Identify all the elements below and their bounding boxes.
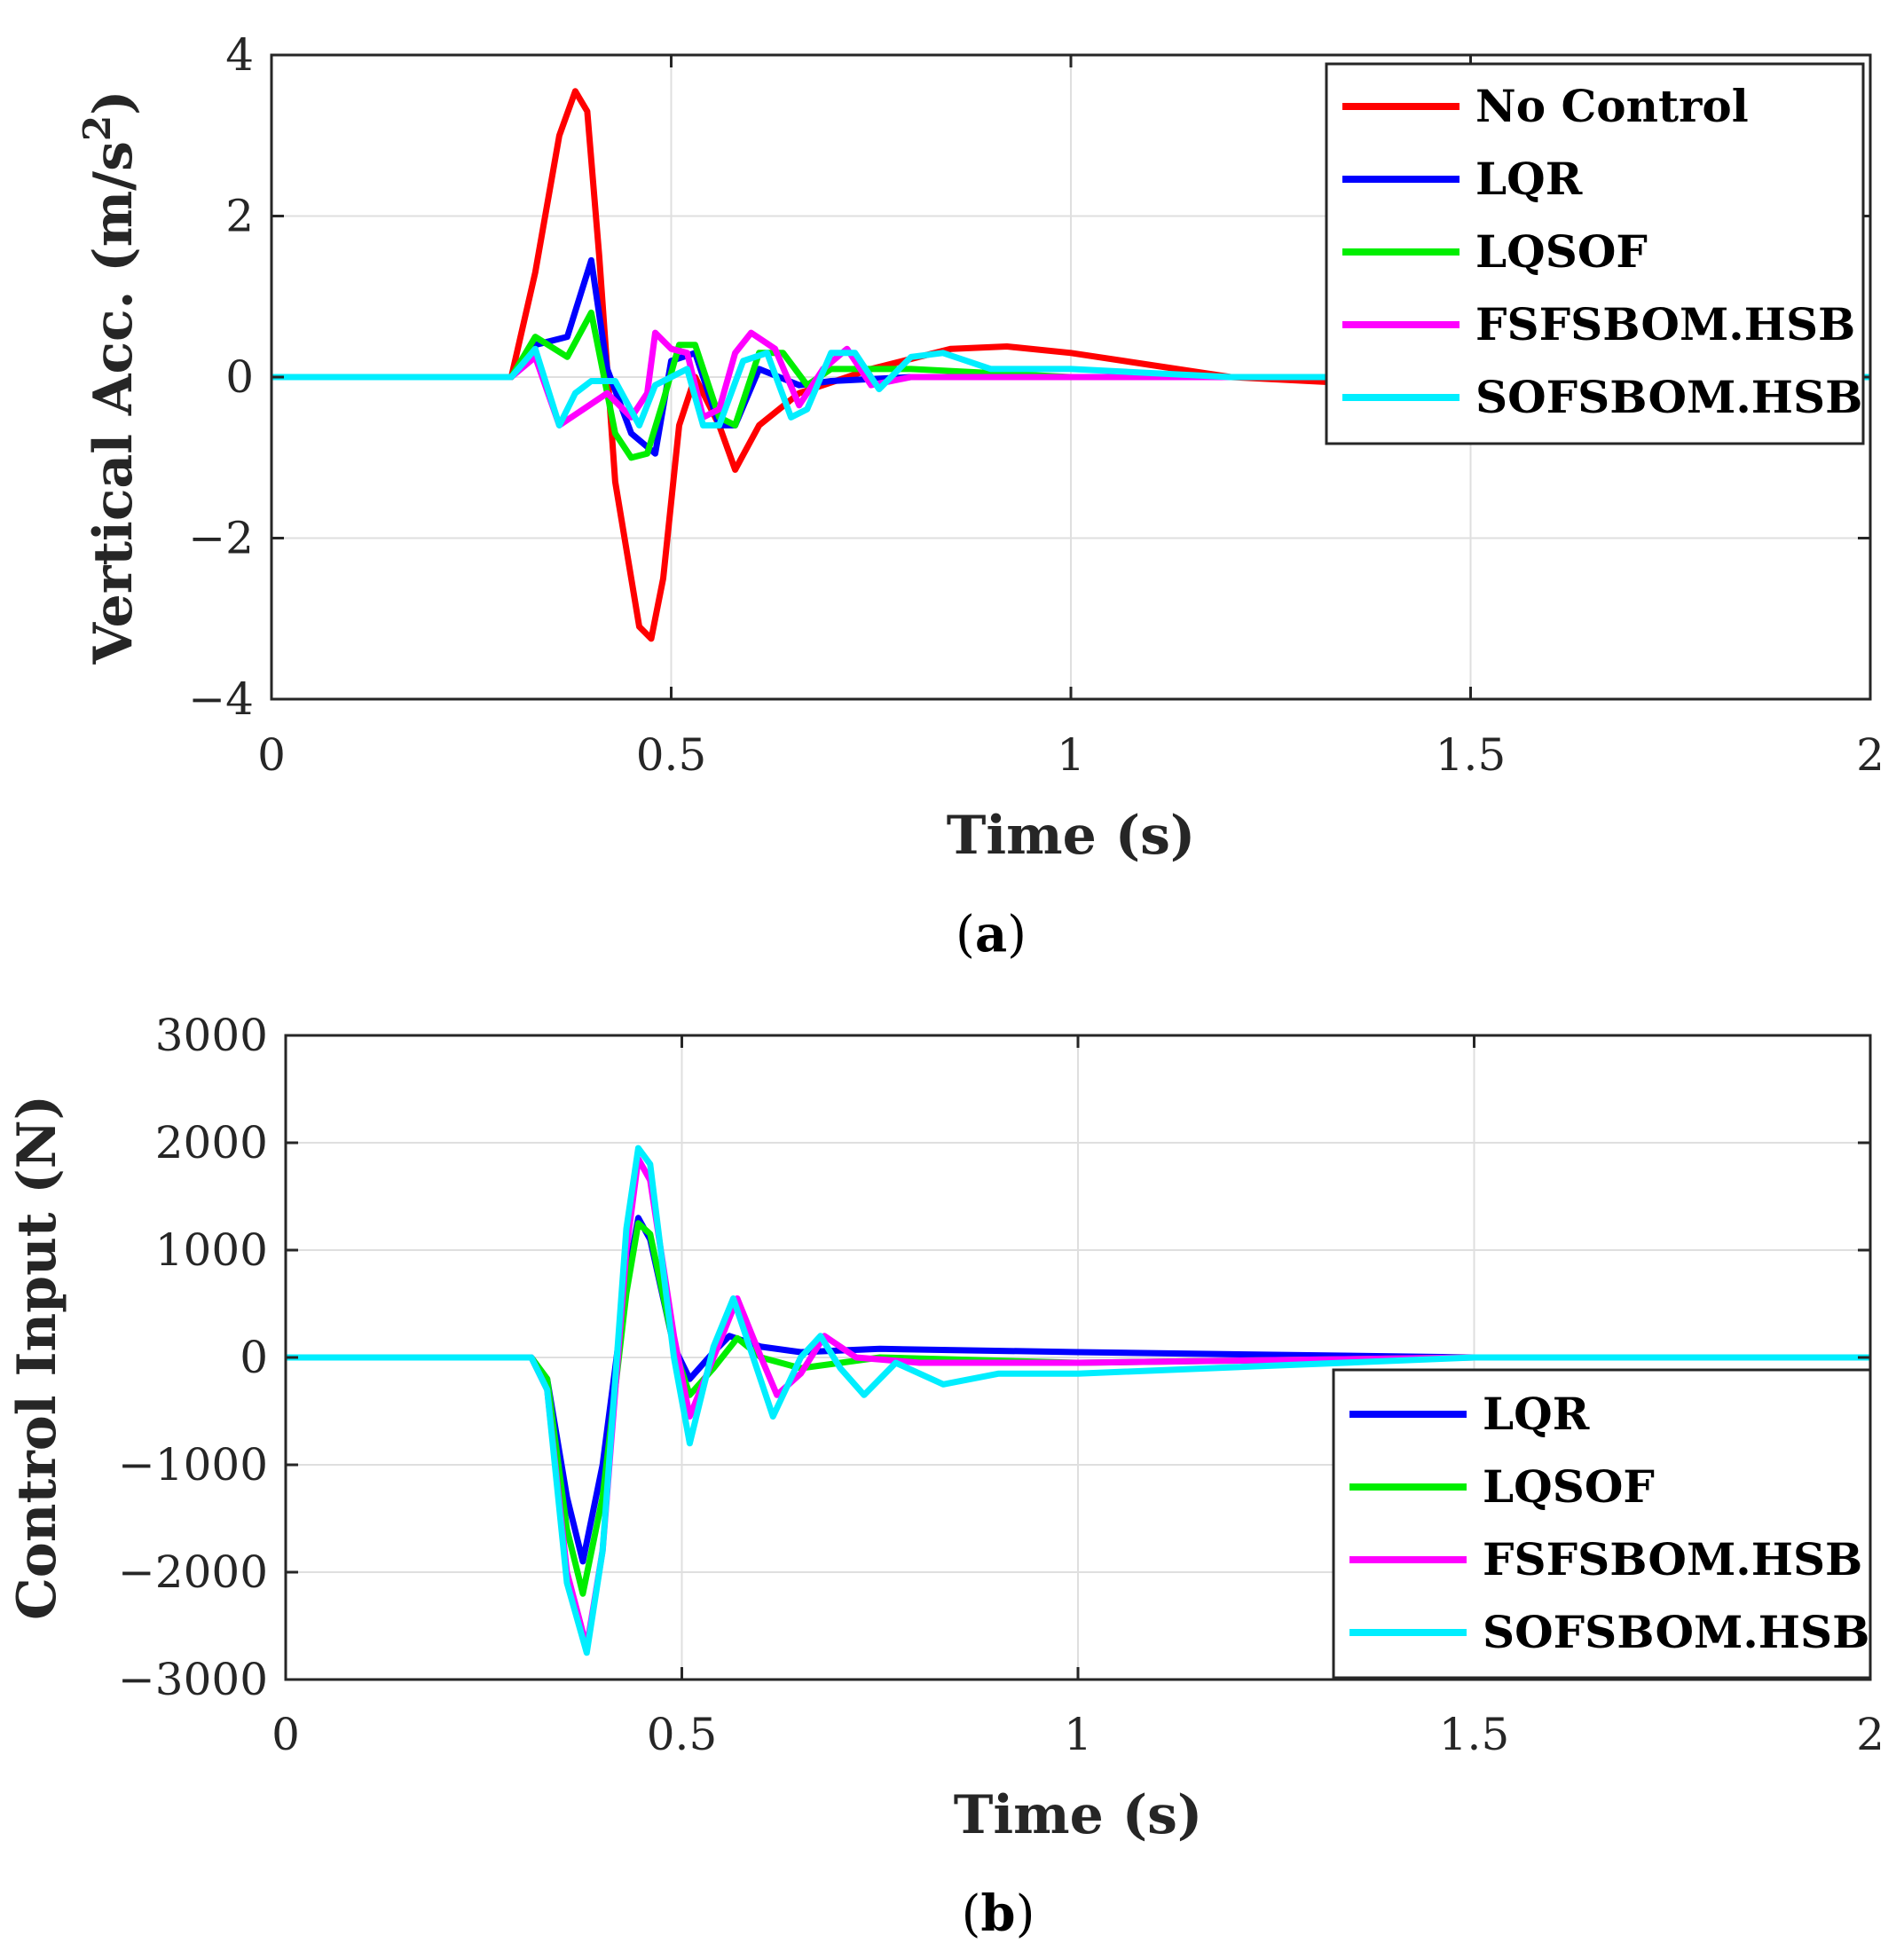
x-axis-label: Time (s) — [947, 805, 1196, 867]
y-tick-label: 2 — [225, 191, 254, 242]
series-line-lqsof — [271, 309, 1870, 461]
legend: LQR LQSOF FSFSBOM.HSB SOFSBOM.HSB — [1332, 1368, 1872, 1680]
series-line-sofsbom-hsb — [271, 345, 1870, 429]
panel-caption: (b) — [962, 1884, 1035, 1943]
y-tick-label: 1000 — [155, 1224, 268, 1276]
series-line-sofsbom-hsb — [286, 1145, 1870, 1656]
legend-entry-label: LQR — [1475, 153, 1583, 205]
y-tick-label: 4 — [225, 29, 254, 81]
legend-entry-label: FSFSBOM.HSB — [1483, 1533, 1862, 1585]
legend-entry-label: LQR — [1483, 1388, 1590, 1440]
series-group — [271, 88, 1870, 642]
panel-b-control-input: 0 0.5 1 1.5 2 −3000 −2000 −1000 0 1000 2000 3000 Tim… — [6, 1010, 1884, 1943]
legend-box — [1332, 1368, 1872, 1680]
legend-entry-label: SOFSBOM.HSB — [1475, 371, 1862, 423]
y-tick-label: 3000 — [155, 1010, 268, 1061]
y-axis-label: Control Input (N) — [6, 1095, 68, 1620]
y-tick-label: −1000 — [118, 1439, 268, 1491]
x-tick-label: 0.5 — [636, 729, 707, 781]
panel-a-vertical-acceleration: 0 0.5 1 1.5 2 −4 −2 0 2 4 Time (s) Vertical Acc. (m… — [75, 29, 1884, 964]
legend: No Control LQR LQSOF FSFSBOM.HSB SOFSBOM.HSB — [1325, 62, 1865, 445]
legend-entry-label: LQSOF — [1475, 225, 1648, 278]
x-tick-label: 0.5 — [647, 1709, 718, 1760]
y-tick-label: −2000 — [118, 1546, 268, 1598]
x-tick-label: 1 — [1064, 1709, 1092, 1760]
x-tick-label: 1 — [1057, 729, 1085, 781]
legend-entry-label: No Control — [1475, 80, 1749, 132]
x-tick-label: 1.5 — [1439, 1709, 1510, 1760]
x-tick-label: 0 — [257, 729, 286, 781]
legend-entry-label: LQSOF — [1483, 1460, 1655, 1513]
y-tick-label: −3000 — [118, 1654, 268, 1705]
legend-entry-label: SOFSBOM.HSB — [1483, 1606, 1869, 1658]
series-group — [286, 1145, 1870, 1656]
x-tick-label: 1.5 — [1436, 729, 1507, 781]
y-tick-label: 0 — [240, 1332, 268, 1383]
y-tick-label: 0 — [225, 351, 254, 403]
x-tick-label: 2 — [1856, 729, 1884, 781]
y-axis-label: Vertical Acc. (m/s2) — [75, 90, 145, 665]
x-axis-label: Time (s) — [954, 1784, 1203, 1846]
y-tick-label: 2000 — [155, 1117, 268, 1168]
x-tick-label: 2 — [1856, 1709, 1884, 1760]
y-tick-label: −2 — [188, 513, 254, 564]
y-tick-label: −4 — [188, 673, 254, 725]
legend-entry-label: FSFSBOM.HSB — [1475, 298, 1855, 350]
x-tick-label: 0 — [271, 1709, 300, 1760]
series-line-fsfsbom-hsb — [271, 329, 1870, 429]
panel-caption: (a) — [956, 905, 1027, 964]
